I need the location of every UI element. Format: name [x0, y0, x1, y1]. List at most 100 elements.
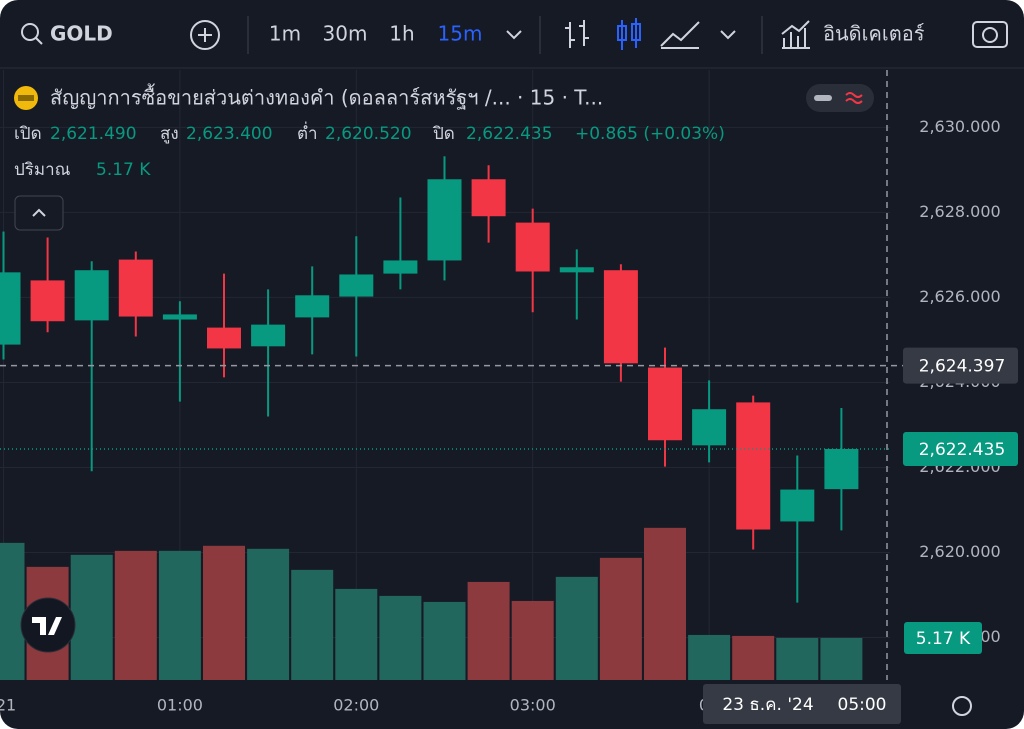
- y-tick-label: 2,628.000: [919, 202, 1000, 221]
- snapshot-icon[interactable]: [972, 21, 1008, 48]
- interval-button[interactable]: 1m: [269, 22, 301, 46]
- last-volume: 5.17 K: [916, 629, 971, 649]
- volume-bar: [732, 635, 775, 680]
- search-icon-handle: [35, 37, 43, 45]
- crosshair-time-tag: [703, 684, 901, 724]
- candle-body: [780, 489, 815, 522]
- tv-logo[interactable]: [20, 597, 76, 653]
- volume-bar: [203, 545, 245, 680]
- x-tick-label: 01:00: [157, 696, 203, 715]
- bars-icon[interactable]: [565, 20, 589, 48]
- volume-bar: [423, 601, 466, 680]
- candle-body: [251, 324, 286, 347]
- volume-bar: [467, 581, 510, 680]
- ohlc-row: เปิด 2,621.490 สูง 2,623.400 ต่ำ 2,620.520 ปิด…: [14, 121, 725, 144]
- collapse-chevron: [32, 208, 46, 217]
- volume-bar: [114, 550, 157, 680]
- volume-bar: [70, 554, 113, 680]
- settings-icon[interactable]: [952, 696, 972, 716]
- y-tick-label: 2,630.000: [919, 117, 1000, 136]
- area-icon[interactable]: [660, 21, 700, 47]
- candle-body: [162, 314, 197, 320]
- volume-bar: [379, 595, 422, 680]
- indicators-button[interactable]: อินดิเคเตอร์: [823, 22, 925, 46]
- candle-body: [736, 402, 771, 530]
- candle-body: [824, 448, 859, 490]
- intervals: 1m 30m 1h 15m: [269, 22, 483, 46]
- volume-bar: [291, 569, 334, 680]
- chevron[interactable]: [506, 30, 522, 40]
- volume-bar: [820, 637, 863, 680]
- symbol-icon-bar: [18, 95, 34, 101]
- volume-value: 5.17 K: [96, 160, 151, 180]
- volume-bar: [511, 600, 554, 680]
- volume-bar: [247, 548, 290, 680]
- interval-button[interactable]: 15m: [438, 22, 483, 46]
- last-price-tag: [903, 431, 1018, 466]
- candle-body: [559, 267, 594, 273]
- ohlc-value: 2,620.520: [325, 124, 412, 144]
- indicators-icon[interactable]: [781, 20, 810, 49]
- volume-label: ปริมาณ: [14, 160, 71, 180]
- x-tick-label: 03:00: [510, 696, 556, 715]
- candle-body: [339, 274, 374, 297]
- y-tick-label: 2,626.000: [919, 287, 1000, 306]
- volume-bar: [599, 557, 642, 680]
- y-tick-label: 2,620.000: [919, 542, 1000, 561]
- interval-button[interactable]: 1h: [389, 22, 414, 46]
- add-symbol[interactable]: [190, 20, 220, 50]
- candles-icon-body: [631, 23, 641, 41]
- last-volume-tag: [904, 621, 982, 654]
- legend-title: สัญญาการซื้อขายส่วนต่างทองคำ (ดอลลาร์สหร…: [50, 84, 603, 110]
- crosshair-price-tag: [903, 347, 1018, 384]
- toggle-icon: [845, 92, 863, 104]
- volume-bar: [0, 542, 25, 680]
- chevron[interactable]: [720, 30, 736, 40]
- candle-body: [692, 409, 727, 446]
- candle-body: [74, 270, 109, 321]
- crosshair-time: 05:00: [838, 695, 887, 715]
- crosshair-date: 23 ธ.ค. '24: [722, 695, 813, 715]
- toolbar: GOLD 1m 30m 1h 15m อินดิเคเตอร์: [0, 16, 1024, 69]
- volume-bar: [555, 576, 598, 680]
- x-tick-label: 21: [0, 696, 16, 715]
- candle-body: [0, 272, 21, 345]
- candles-icon-body: [617, 25, 627, 41]
- collapse-button[interactable]: [14, 195, 64, 231]
- ohlc-value: 2,621.490: [50, 124, 137, 144]
- last-price: 2,622.435: [919, 440, 1006, 460]
- candle-body: [648, 367, 682, 441]
- volume-bar: [776, 637, 819, 680]
- tv-logo-mark: [32, 617, 62, 635]
- search-icon[interactable]: [21, 23, 39, 41]
- ohlc-value: 2,623.400: [186, 124, 273, 144]
- snapshot-lens: [982, 27, 998, 43]
- legend: สัญญาการซื้อขายส่วนต่างทองคำ (ดอลลาร์สหร…: [14, 84, 874, 231]
- candle-body: [603, 270, 638, 364]
- ohlc-label: ปิด: [432, 124, 455, 144]
- volume-bar: [335, 588, 378, 680]
- volume-bar: [158, 550, 201, 680]
- change: +0.865 (+0.03%): [575, 124, 725, 144]
- candle-body: [30, 280, 65, 322]
- toggle-pill[interactable]: [806, 84, 874, 112]
- candle-body: [295, 295, 330, 318]
- crosshair-price: 2,624.397: [919, 357, 1006, 377]
- x-tick-label: 02:00: [333, 696, 379, 715]
- ohlc-label: เปิด: [14, 124, 42, 144]
- candle-body: [515, 222, 550, 272]
- ohlc-value: 2,622.435: [466, 124, 553, 144]
- candle-body: [383, 260, 418, 274]
- interval-button[interactable]: 30m: [323, 22, 368, 46]
- candle-body: [471, 179, 506, 217]
- symbol[interactable]: GOLD: [50, 22, 113, 46]
- volume-bar: [688, 634, 731, 680]
- candle-body: [427, 179, 462, 261]
- ohlc-label: ต่ำ: [297, 121, 318, 144]
- candle-body: [118, 259, 153, 317]
- volume-bar: [644, 527, 686, 680]
- candle-body: [207, 327, 241, 349]
